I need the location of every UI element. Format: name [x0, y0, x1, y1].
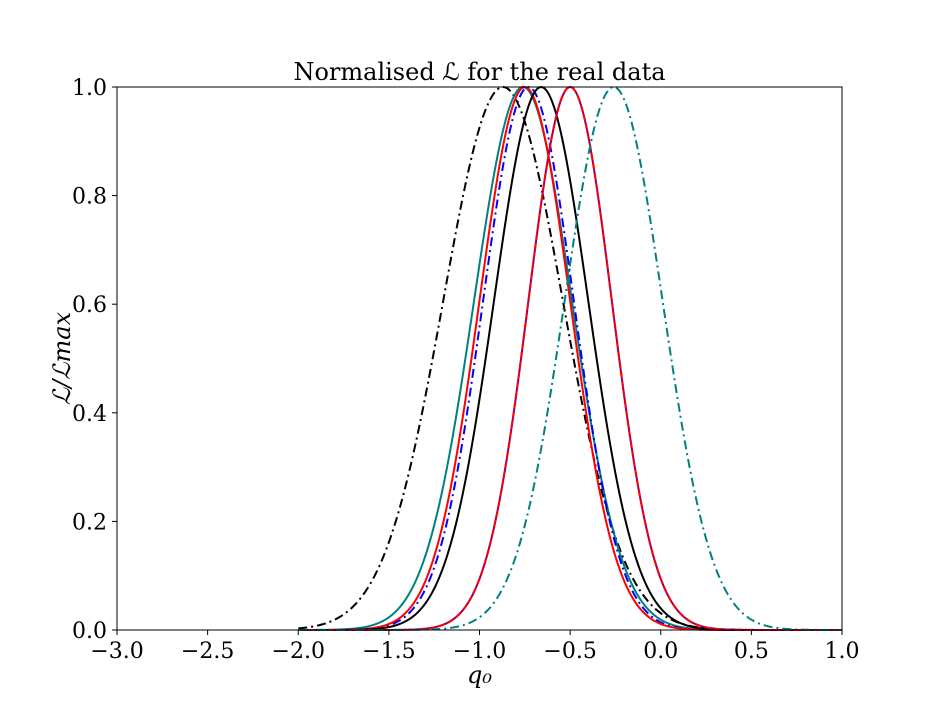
plot-frame [116, 86, 843, 631]
x-tick-label: −2.0 [272, 639, 325, 664]
series-line-0 [298, 86, 842, 631]
series-layer [298, 86, 842, 631]
x-tick-label: 0.0 [643, 639, 678, 664]
y-tick-label: 0.8 [72, 185, 107, 210]
y-tick-label: 1.0 [72, 76, 107, 101]
series-line-3 [298, 86, 842, 631]
series-line-1 [298, 86, 842, 631]
x-tick-label: −1.5 [362, 639, 415, 664]
x-tick-label: −1.0 [453, 639, 506, 664]
series-line-6 [298, 86, 842, 631]
y-tick-label: 0.6 [72, 293, 107, 318]
y-tick-label: 0.2 [72, 510, 107, 535]
y-axis-label: ℒ/ℒmax [48, 311, 76, 405]
y-tick-label: 0.0 [72, 619, 107, 644]
series-line-5 [298, 86, 842, 631]
x-axis-label: q₀ [467, 661, 492, 689]
x-tick-label: −3.0 [90, 639, 143, 664]
series-line-4 [298, 86, 842, 631]
chart-title: Normalised ℒ for the real data [293, 58, 665, 86]
x-tick-label: −2.5 [181, 639, 234, 664]
x-tick-label: 0.5 [734, 639, 769, 664]
x-tick-label: 1.0 [825, 639, 860, 664]
series-line-2 [298, 86, 842, 631]
ticks-layer: −3.0 −2.5 −2.0 −1.5 −1.0 −0.5 0.0 0.5 1.0 0.0 0.2 0… [72, 76, 860, 664]
y-tick-label: 0.4 [72, 402, 107, 427]
x-tick-label: −0.5 [543, 639, 596, 664]
series-line-7 [298, 86, 842, 631]
